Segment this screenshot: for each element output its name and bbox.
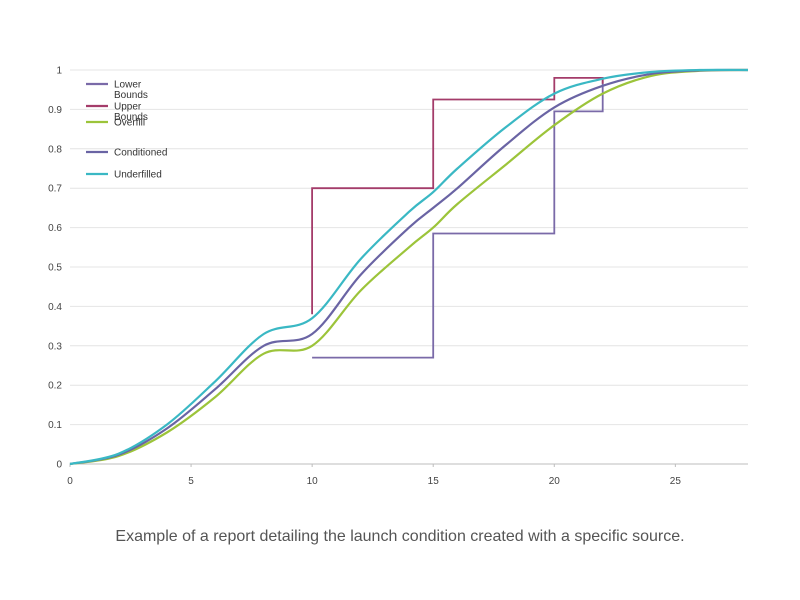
x-tick-label: 15 bbox=[428, 476, 440, 487]
legend-label-conditioned: Conditioned bbox=[114, 148, 167, 159]
y-tick-label: 1 bbox=[56, 66, 62, 77]
legend: LowerBoundsUpperBoundsOverfillConditione… bbox=[86, 80, 167, 181]
y-tick-label: 0 bbox=[56, 460, 62, 471]
y-tick-label: 0.8 bbox=[48, 144, 62, 155]
y-tick-label: 0.5 bbox=[48, 263, 62, 274]
legend-label-overfill: Overfill bbox=[114, 118, 145, 129]
y-tick-label: 0.1 bbox=[48, 420, 62, 431]
y-tick-label: 0.9 bbox=[48, 105, 62, 116]
legend-label-lower-bounds-line2: Bounds bbox=[114, 90, 148, 101]
y-tick-label: 0.7 bbox=[48, 184, 62, 195]
x-tick-label: 25 bbox=[670, 476, 682, 487]
y-tick-label: 0.3 bbox=[48, 341, 62, 352]
y-tick-labels: 0 0.1 0.2 0.3 0.4 0.5 0.6 0.7 0.8 0.9 1 bbox=[48, 66, 62, 471]
x-tick-label: 10 bbox=[307, 476, 319, 487]
x-tick-label: 5 bbox=[188, 476, 194, 487]
y-tick-label: 0.6 bbox=[48, 223, 62, 234]
figure-caption: Example of a report detailing the launch… bbox=[0, 528, 800, 546]
series-line-upper-bounds bbox=[312, 78, 603, 314]
legend-label-underfilled: Underfilled bbox=[114, 170, 162, 181]
x-tick-label: 0 bbox=[67, 476, 73, 487]
y-tick-label: 0.2 bbox=[48, 381, 62, 392]
x-tick-label: 20 bbox=[549, 476, 561, 487]
legend-label-lower-bounds: Lower bbox=[114, 80, 142, 91]
legend-label-upper-bounds: Upper bbox=[114, 102, 142, 113]
chart-canvas: 0 5 10 15 20 25 0 0.1 0.2 0.3 0.4 0.5 0.6 0.7 0.8 0.9 1… bbox=[0, 0, 800, 520]
axes bbox=[70, 464, 748, 467]
y-tick-label: 0.4 bbox=[48, 302, 62, 313]
x-tick-labels: 0 5 10 15 20 25 bbox=[67, 476, 681, 487]
series-line-lower-bounds bbox=[312, 78, 603, 358]
